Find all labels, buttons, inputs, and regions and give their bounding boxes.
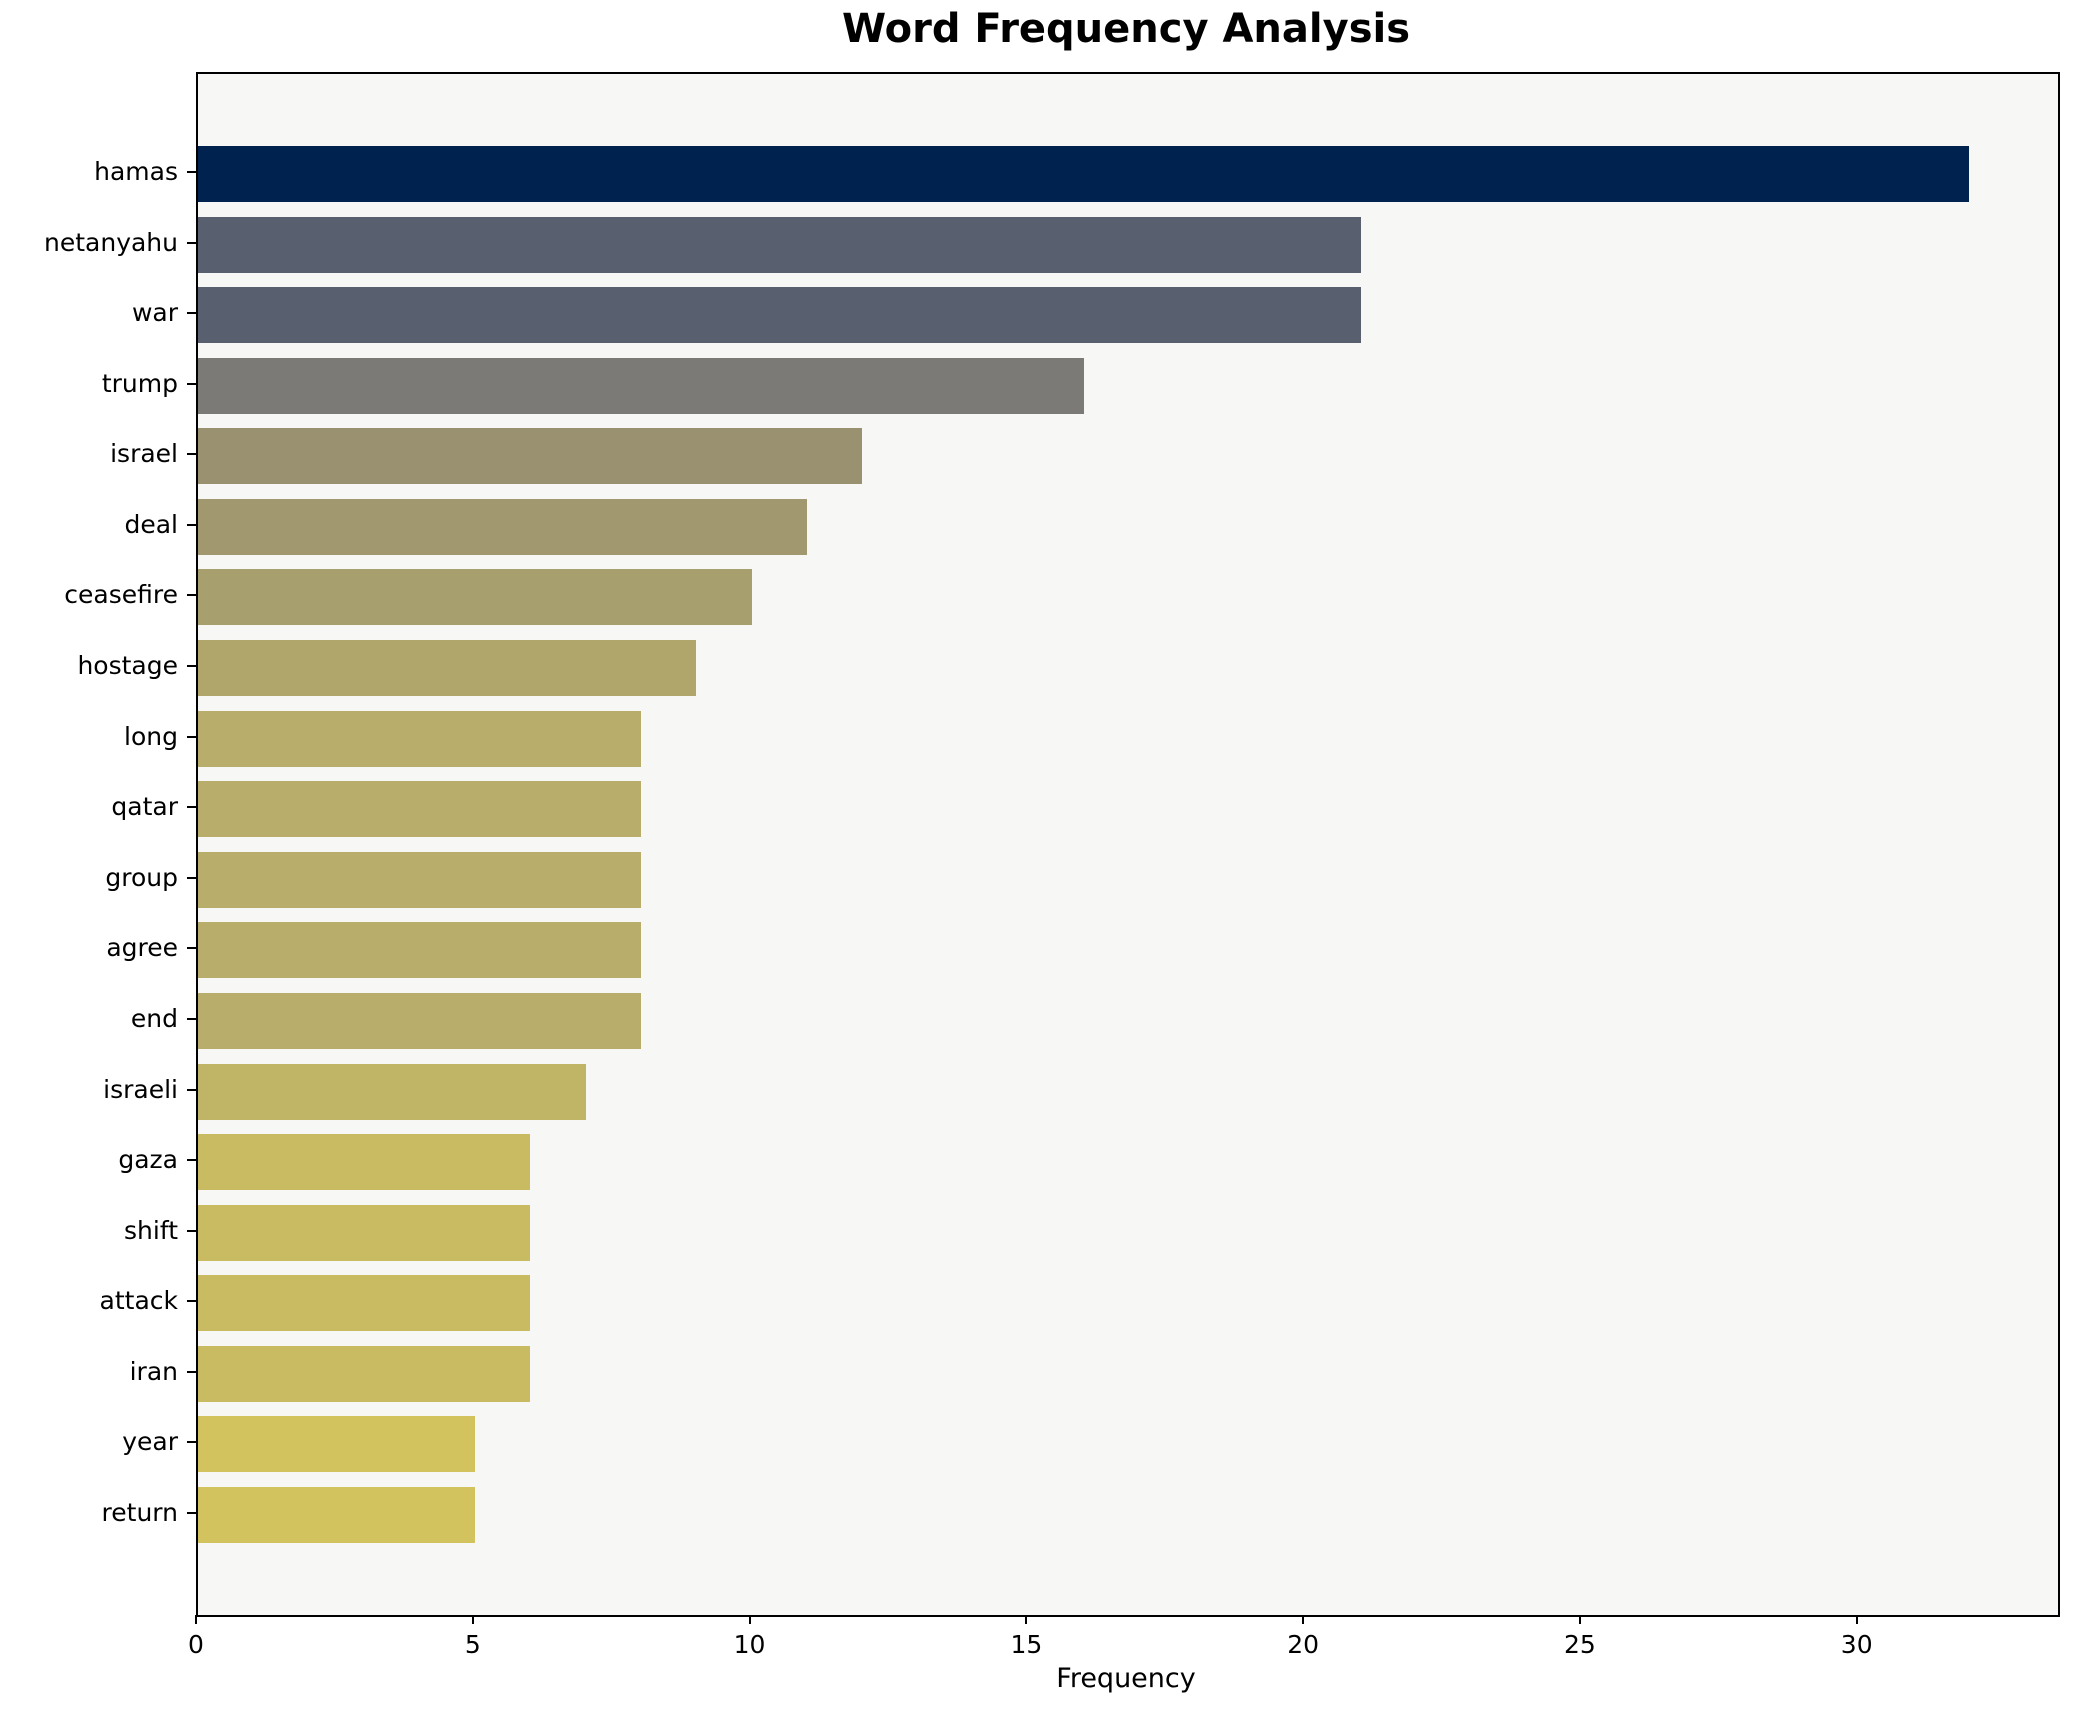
y-tick-mark: [187, 1441, 196, 1444]
y-tick-label: group: [105, 862, 178, 892]
y-tick-mark: [187, 947, 196, 950]
y-tick-mark: [187, 312, 196, 315]
bar-netanyahu: [198, 216, 1361, 273]
y-tick-mark: [187, 876, 196, 879]
x-tick-label: 5: [464, 1630, 481, 1659]
y-tick-label: qatar: [111, 792, 178, 822]
bar-year: [198, 1416, 475, 1473]
y-tick-mark: [187, 382, 196, 385]
y-tick-label: gaza: [118, 1145, 178, 1175]
y-tick-mark: [187, 665, 196, 668]
bar-return: [198, 1487, 475, 1543]
bar-gaza: [198, 1134, 531, 1191]
y-tick-label: end: [130, 1003, 178, 1033]
y-tick-label: deal: [124, 509, 178, 539]
y-tick-mark: [187, 735, 196, 738]
bar-israeli: [198, 1063, 586, 1120]
bar-hamas: [198, 146, 1970, 202]
y-tick-label: netanyahu: [44, 227, 178, 257]
y-tick-mark: [187, 806, 196, 809]
x-tick-label: 15: [1010, 1630, 1043, 1659]
bar-deal: [198, 498, 807, 555]
y-tick-mark: [187, 1229, 196, 1232]
y-tick-label: war: [131, 298, 178, 328]
chart-title: Word Frequency Analysis: [841, 6, 1411, 52]
y-tick-label: hostage: [77, 651, 178, 681]
x-tick-mark: [1302, 1615, 1305, 1624]
y-tick-label: hamas: [94, 157, 178, 186]
bar-trump: [198, 357, 1084, 414]
bar-agree: [198, 922, 641, 979]
x-tick-mark: [1025, 1615, 1028, 1624]
y-tick-mark: [187, 523, 196, 526]
x-tick-mark: [1578, 1615, 1581, 1624]
x-tick-label: 30: [1840, 1630, 1873, 1659]
y-tick-mark: [187, 594, 196, 597]
y-tick-label: return: [101, 1498, 178, 1527]
bar-end: [198, 992, 641, 1049]
bar-attack: [198, 1275, 531, 1332]
y-tick-mark: [187, 453, 196, 456]
bar-qatar: [198, 781, 641, 838]
bar-ceasefire: [198, 569, 752, 626]
y-tick-mark: [187, 241, 196, 244]
y-tick-label: ceasefire: [64, 580, 178, 610]
y-tick-mark: [187, 1159, 196, 1162]
plot-area: [196, 72, 2060, 1617]
y-tick-label: shift: [124, 1215, 178, 1245]
y-tick-mark: [187, 1512, 196, 1514]
y-tick-label: year: [122, 1427, 178, 1457]
x-tick-mark: [195, 1615, 197, 1624]
bar-israel: [198, 428, 863, 485]
y-tick-label: trump: [101, 368, 178, 398]
y-tick-mark: [187, 1017, 196, 1020]
y-tick-mark: [187, 1300, 196, 1303]
bar-iran: [198, 1345, 531, 1402]
bar-hostage: [198, 640, 697, 697]
bar-war: [198, 287, 1361, 344]
x-tick-mark: [1855, 1615, 1858, 1624]
bar-group: [198, 851, 641, 908]
y-tick-label: israel: [110, 439, 178, 469]
y-tick-label: long: [124, 721, 178, 751]
y-tick-label: iran: [129, 1356, 178, 1386]
x-tick-label: 25: [1564, 1630, 1596, 1659]
x-tick-mark: [471, 1615, 474, 1624]
y-tick-mark: [187, 171, 196, 173]
x-tick-label: 0: [188, 1630, 204, 1659]
y-tick-mark: [187, 1088, 196, 1091]
x-tick-mark: [748, 1615, 751, 1624]
y-tick-label: israeli: [103, 1074, 178, 1104]
bar-long: [198, 710, 641, 767]
x-axis-label: Frequency: [1056, 1663, 1196, 1694]
y-tick-label: attack: [99, 1286, 178, 1316]
bar-shift: [198, 1204, 531, 1261]
y-tick-label: agree: [106, 933, 178, 963]
x-tick-label: 20: [1287, 1630, 1320, 1659]
x-tick-label: 10: [733, 1630, 766, 1659]
y-tick-mark: [187, 1370, 196, 1373]
